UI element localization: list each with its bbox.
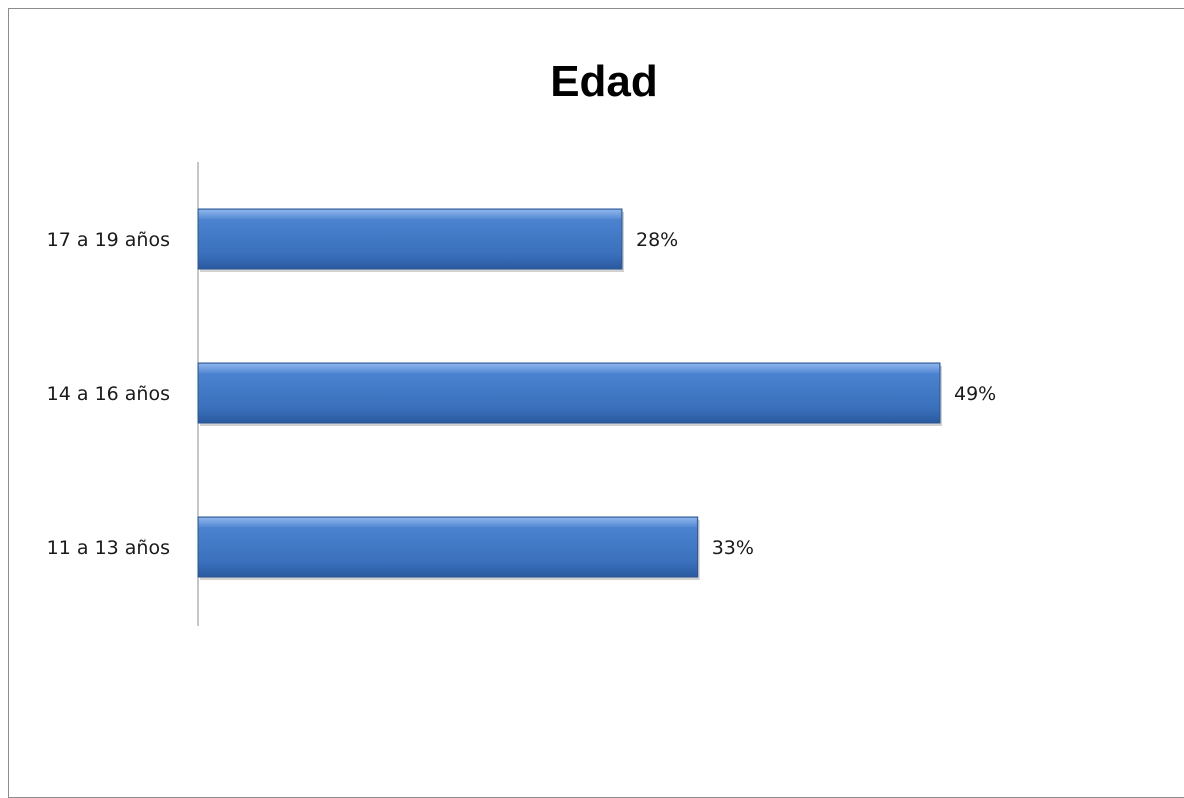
- bar-highlight: [199, 518, 697, 527]
- bar-highlight: [199, 364, 939, 373]
- category-label: 17 a 19 años: [47, 229, 170, 251]
- bar-highlight: [199, 210, 621, 219]
- category-label: 11 a 13 años: [47, 537, 170, 559]
- bar-chart: Edad 17 a 19 años 28% 14 a 16 años 49% 11 a …: [47, 57, 996, 626]
- bars-layer: 17 a 19 años 28% 14 a 16 años 49% 11 a 13 añ…: [47, 208, 996, 580]
- data-label: 33%: [712, 537, 754, 559]
- category-label: 14 a 16 años: [47, 383, 170, 405]
- chart-title: Edad: [550, 57, 658, 106]
- data-label: 49%: [954, 383, 996, 405]
- data-label: 28%: [636, 229, 678, 251]
